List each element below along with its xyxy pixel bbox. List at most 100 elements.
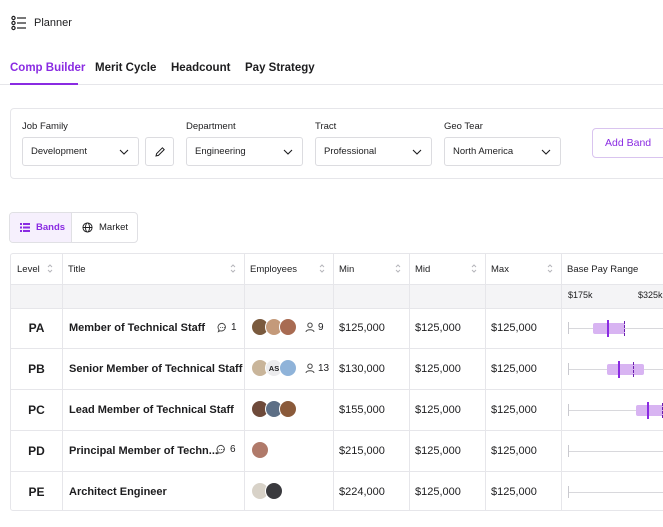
market-view-button[interactable]: Market — [72, 213, 137, 242]
max-cell: $125,000 — [491, 322, 537, 334]
geo-select[interactable]: North America — [444, 137, 561, 166]
column-header-label: Employees — [250, 263, 297, 275]
range-market-marker — [632, 362, 634, 377]
list-icon — [20, 223, 30, 232]
employee-count[interactable]: 13 — [305, 363, 329, 374]
min-cell: $125,000 — [339, 322, 385, 334]
geo-label: Geo Tear — [444, 121, 483, 132]
department-label: Department — [186, 121, 236, 132]
range-start-tick — [568, 363, 569, 375]
globe-icon — [82, 222, 93, 233]
employee-avatars[interactable] — [251, 482, 283, 500]
column-header-label: Level — [17, 263, 40, 275]
sort-icon[interactable] — [395, 264, 401, 273]
chevron-down-icon — [119, 149, 129, 155]
bands-label: Bands — [36, 222, 66, 233]
column-header-base-pay-range[interactable]: Base Pay Range — [561, 254, 663, 284]
list-icon[interactable] — [11, 15, 27, 31]
row-divider — [11, 284, 663, 285]
market-label: Market — [99, 222, 129, 233]
employee-count[interactable]: 9 — [305, 322, 324, 333]
sort-icon[interactable] — [47, 264, 53, 273]
active-tab-indicator — [10, 83, 78, 85]
add-band-button[interactable]: Add Band — [592, 128, 663, 158]
column-header-mid[interactable]: Mid — [409, 254, 485, 284]
avatar — [279, 359, 297, 377]
range-track — [568, 492, 663, 493]
range-start-tick — [568, 486, 569, 498]
tract-label: Tract — [315, 121, 337, 132]
max-cell: $125,000 — [491, 444, 537, 457]
sort-icon[interactable] — [471, 264, 477, 273]
avatar — [279, 400, 297, 418]
row-divider — [11, 389, 663, 390]
app-header: Planner — [11, 14, 72, 32]
tract-value: Professional — [324, 146, 377, 157]
employee-avatars[interactable]: AS — [251, 359, 297, 377]
mid-cell: $125,000 — [415, 485, 461, 498]
sort-icon[interactable] — [319, 264, 325, 273]
chevron-down-icon — [412, 149, 422, 155]
tab-headcount[interactable]: Headcount — [171, 62, 231, 74]
column-header-title[interactable]: Title — [62, 254, 244, 284]
row-divider — [11, 348, 663, 349]
mid-cell: $125,000 — [415, 403, 461, 416]
column-header-label: Max — [491, 263, 509, 275]
sort-icon[interactable] — [547, 264, 553, 273]
title-cell: Architect Engineer — [69, 485, 167, 498]
min-cell: $155,000 — [339, 403, 385, 416]
avatar — [265, 482, 283, 500]
job-family-select[interactable]: Development — [22, 137, 139, 166]
range-start-tick — [568, 404, 569, 416]
max-cell: $125,000 — [491, 403, 537, 416]
comment-count[interactable]: 6 — [216, 444, 236, 455]
column-header-min[interactable]: Min — [333, 254, 409, 284]
tract-select[interactable]: Professional — [315, 137, 432, 166]
column-divider — [485, 254, 486, 510]
comment-icon — [216, 444, 225, 455]
comment-count[interactable]: 1 — [217, 322, 237, 333]
mid-cell: $125,000 — [415, 322, 461, 334]
edit-job-family-button[interactable] — [145, 137, 174, 166]
tab-pay-strategy[interactable]: Pay Strategy — [245, 62, 315, 74]
range-axis-max: $325k — [638, 290, 663, 300]
column-header-label: Min — [339, 263, 355, 275]
avatar — [251, 441, 269, 459]
column-divider — [244, 254, 245, 510]
mid-cell: $125,000 — [415, 362, 461, 375]
department-select[interactable]: Engineering — [186, 137, 303, 166]
bands-table: $175k $325k Level Title Employees Min Mi… — [10, 253, 663, 511]
title-cell: Senior Member of Technical Staff — [69, 362, 243, 375]
column-divider — [333, 254, 334, 510]
range-start-tick — [568, 322, 569, 334]
employee-count-value: 13 — [318, 363, 330, 374]
filter-panel — [10, 108, 663, 179]
title-cell: Principal Member of Techn... — [69, 444, 218, 457]
chevron-down-icon — [283, 149, 293, 155]
person-icon — [305, 363, 315, 374]
tab-bar: Comp Builder Merit Cycle Headcount Pay S… — [0, 52, 663, 85]
employee-avatars[interactable] — [251, 318, 297, 336]
range-band — [607, 364, 644, 375]
max-cell: $125,000 — [491, 485, 537, 498]
employee-count-value: 9 — [318, 322, 324, 333]
employee-avatars[interactable] — [251, 400, 297, 418]
column-divider — [62, 254, 63, 510]
column-header-label: Base Pay Range — [567, 263, 639, 275]
employee-avatars[interactable] — [251, 441, 269, 459]
tab-merit-cycle[interactable]: Merit Cycle — [95, 62, 157, 74]
job-family-label: Job Family — [22, 121, 68, 132]
column-header-employees[interactable]: Employees — [244, 254, 333, 284]
range-start-tick — [568, 445, 569, 457]
app-title: Planner — [34, 17, 72, 29]
sort-icon[interactable] — [230, 264, 236, 273]
person-icon — [305, 322, 315, 333]
min-cell: $224,000 — [339, 485, 385, 498]
bands-view-button[interactable]: Bands — [10, 213, 72, 242]
pencil-icon — [154, 146, 165, 157]
level-cell: PE — [28, 484, 45, 499]
column-header-max[interactable]: Max — [485, 254, 561, 284]
tab-comp-builder[interactable]: Comp Builder — [10, 62, 86, 74]
column-header-level[interactable]: Level — [11, 254, 62, 284]
job-family-value: Development — [31, 146, 87, 157]
